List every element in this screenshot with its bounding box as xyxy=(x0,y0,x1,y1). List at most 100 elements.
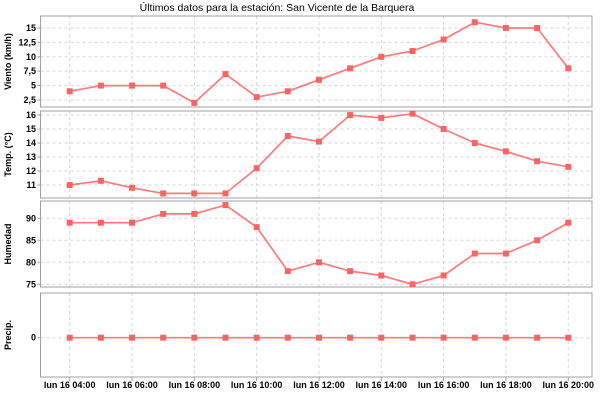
precip-marker xyxy=(284,334,291,341)
x-tick-label: lun 16 14:00 xyxy=(356,380,408,390)
humedad-marker xyxy=(97,219,104,226)
viento-marker xyxy=(253,94,260,101)
y-tick-label: 13 xyxy=(26,152,36,162)
humedad-marker xyxy=(471,250,478,257)
plot-border xyxy=(40,292,593,378)
temp-marker xyxy=(471,140,478,146)
x-tick-label: lun 16 04:00 xyxy=(44,380,96,390)
temp-marker xyxy=(502,148,509,155)
temp-marker xyxy=(378,114,385,121)
temp-marker xyxy=(565,163,572,170)
x-tick-label: lun 16 06:00 xyxy=(106,380,158,390)
viento-marker xyxy=(316,76,322,83)
precip-marker xyxy=(565,334,572,341)
y-tick-label: 11 xyxy=(26,180,36,190)
temp-marker xyxy=(347,112,354,119)
y-tick-label: 2,5 xyxy=(23,95,36,105)
precip-marker xyxy=(253,334,260,341)
humedad-marker xyxy=(378,272,385,279)
humedad-marker xyxy=(440,272,447,279)
y-tick-label: 90 xyxy=(26,213,36,223)
y-tick-label: 15 xyxy=(26,124,36,134)
x-tick-label: lun 16 20:00 xyxy=(542,380,594,390)
temp-marker xyxy=(191,190,198,197)
viento-marker xyxy=(440,36,447,43)
y-axis-label-precip: Precip. xyxy=(3,320,13,350)
humedad-marker xyxy=(222,202,229,209)
viento-marker xyxy=(565,65,572,72)
viento-marker xyxy=(502,25,509,31)
precip-marker xyxy=(129,334,135,341)
viento-marker xyxy=(471,19,478,26)
y-axis-label-humedad: Humedad xyxy=(3,223,13,264)
temp-marker xyxy=(97,177,104,184)
y-tick-label: 5 xyxy=(31,81,36,91)
precip-marker xyxy=(378,334,385,341)
viento-marker xyxy=(347,65,354,72)
temp-marker xyxy=(160,190,167,197)
temp-marker xyxy=(253,165,260,172)
humedad-marker xyxy=(284,268,291,275)
y-tick-label: 16 xyxy=(26,110,36,120)
temp-marker xyxy=(129,184,135,191)
x-tick-label: lun 16 12:00 xyxy=(293,380,345,390)
temp-marker xyxy=(222,190,229,197)
viento-marker xyxy=(284,88,291,95)
x-tick-label: lun 16 16:00 xyxy=(418,380,470,390)
x-axis: lun 16 04:00 lun 16 06:00 lun 16 08:00 lun … xyxy=(44,377,594,390)
precip-marker xyxy=(502,334,509,341)
precip-marker xyxy=(409,334,416,341)
precip-marker xyxy=(471,334,478,341)
x-tick-label: lun 16 10:00 xyxy=(231,380,283,390)
precip-marker xyxy=(316,334,322,341)
temp-marker xyxy=(284,133,291,139)
subplot-precip: 0 Precip. xyxy=(3,292,593,378)
y-tick-label: 7,5 xyxy=(23,66,36,76)
y-tick-label: 12,5 xyxy=(18,37,36,47)
temp-marker xyxy=(534,158,541,165)
x-tick-label: lun 16 08:00 xyxy=(169,380,221,390)
temp-marker xyxy=(66,182,73,188)
viento-marker xyxy=(66,88,73,95)
subplot-viento: 15 12,5 10 7,5 5 2,5 Viento (km/h) xyxy=(3,15,593,108)
chart-title: Últimos datos para la estación: San Vice… xyxy=(139,2,415,14)
temp-marker xyxy=(316,138,322,145)
precip-marker xyxy=(440,334,447,341)
humedad-marker xyxy=(316,259,322,266)
y-tick-label: 12 xyxy=(26,166,36,176)
plot-border xyxy=(40,110,593,199)
humedad-marker xyxy=(129,219,135,226)
humedad-marker xyxy=(502,250,509,257)
humedad-marker xyxy=(409,281,416,288)
subplot-humedad: 90 85 80 75 Humedad xyxy=(3,200,593,289)
precip-marker xyxy=(222,334,229,341)
viento-marker xyxy=(97,82,104,89)
humedad-marker xyxy=(191,210,198,217)
humedad-marker xyxy=(565,219,572,226)
viento-marker xyxy=(191,99,198,106)
precip-marker xyxy=(534,334,541,341)
y-axis-label-viento: Viento (km/h) xyxy=(3,33,13,90)
humedad-marker xyxy=(160,210,167,217)
temp-marker xyxy=(440,126,447,132)
humedad-marker xyxy=(66,219,73,226)
y-tick-label: 75 xyxy=(26,279,36,289)
precip-marker xyxy=(347,334,354,341)
precip-marker xyxy=(160,334,167,341)
plot-border xyxy=(40,15,593,108)
y-tick-label: 14 xyxy=(26,138,36,148)
y-tick-label: 85 xyxy=(26,235,36,245)
viento-marker xyxy=(129,82,135,89)
y-axis-label-temp: Temp. (°C) xyxy=(3,132,13,176)
precip-marker xyxy=(97,334,104,341)
viento-marker xyxy=(409,48,416,54)
subplot-temp: 16 15 14 13 12 11 Temp. (°C) xyxy=(3,110,593,199)
viento-marker xyxy=(534,25,541,31)
viento-marker xyxy=(222,71,229,78)
viento-marker xyxy=(378,53,385,60)
y-tick-label: 10 xyxy=(26,52,36,62)
plot-border xyxy=(40,200,593,288)
precip-marker xyxy=(191,334,198,341)
